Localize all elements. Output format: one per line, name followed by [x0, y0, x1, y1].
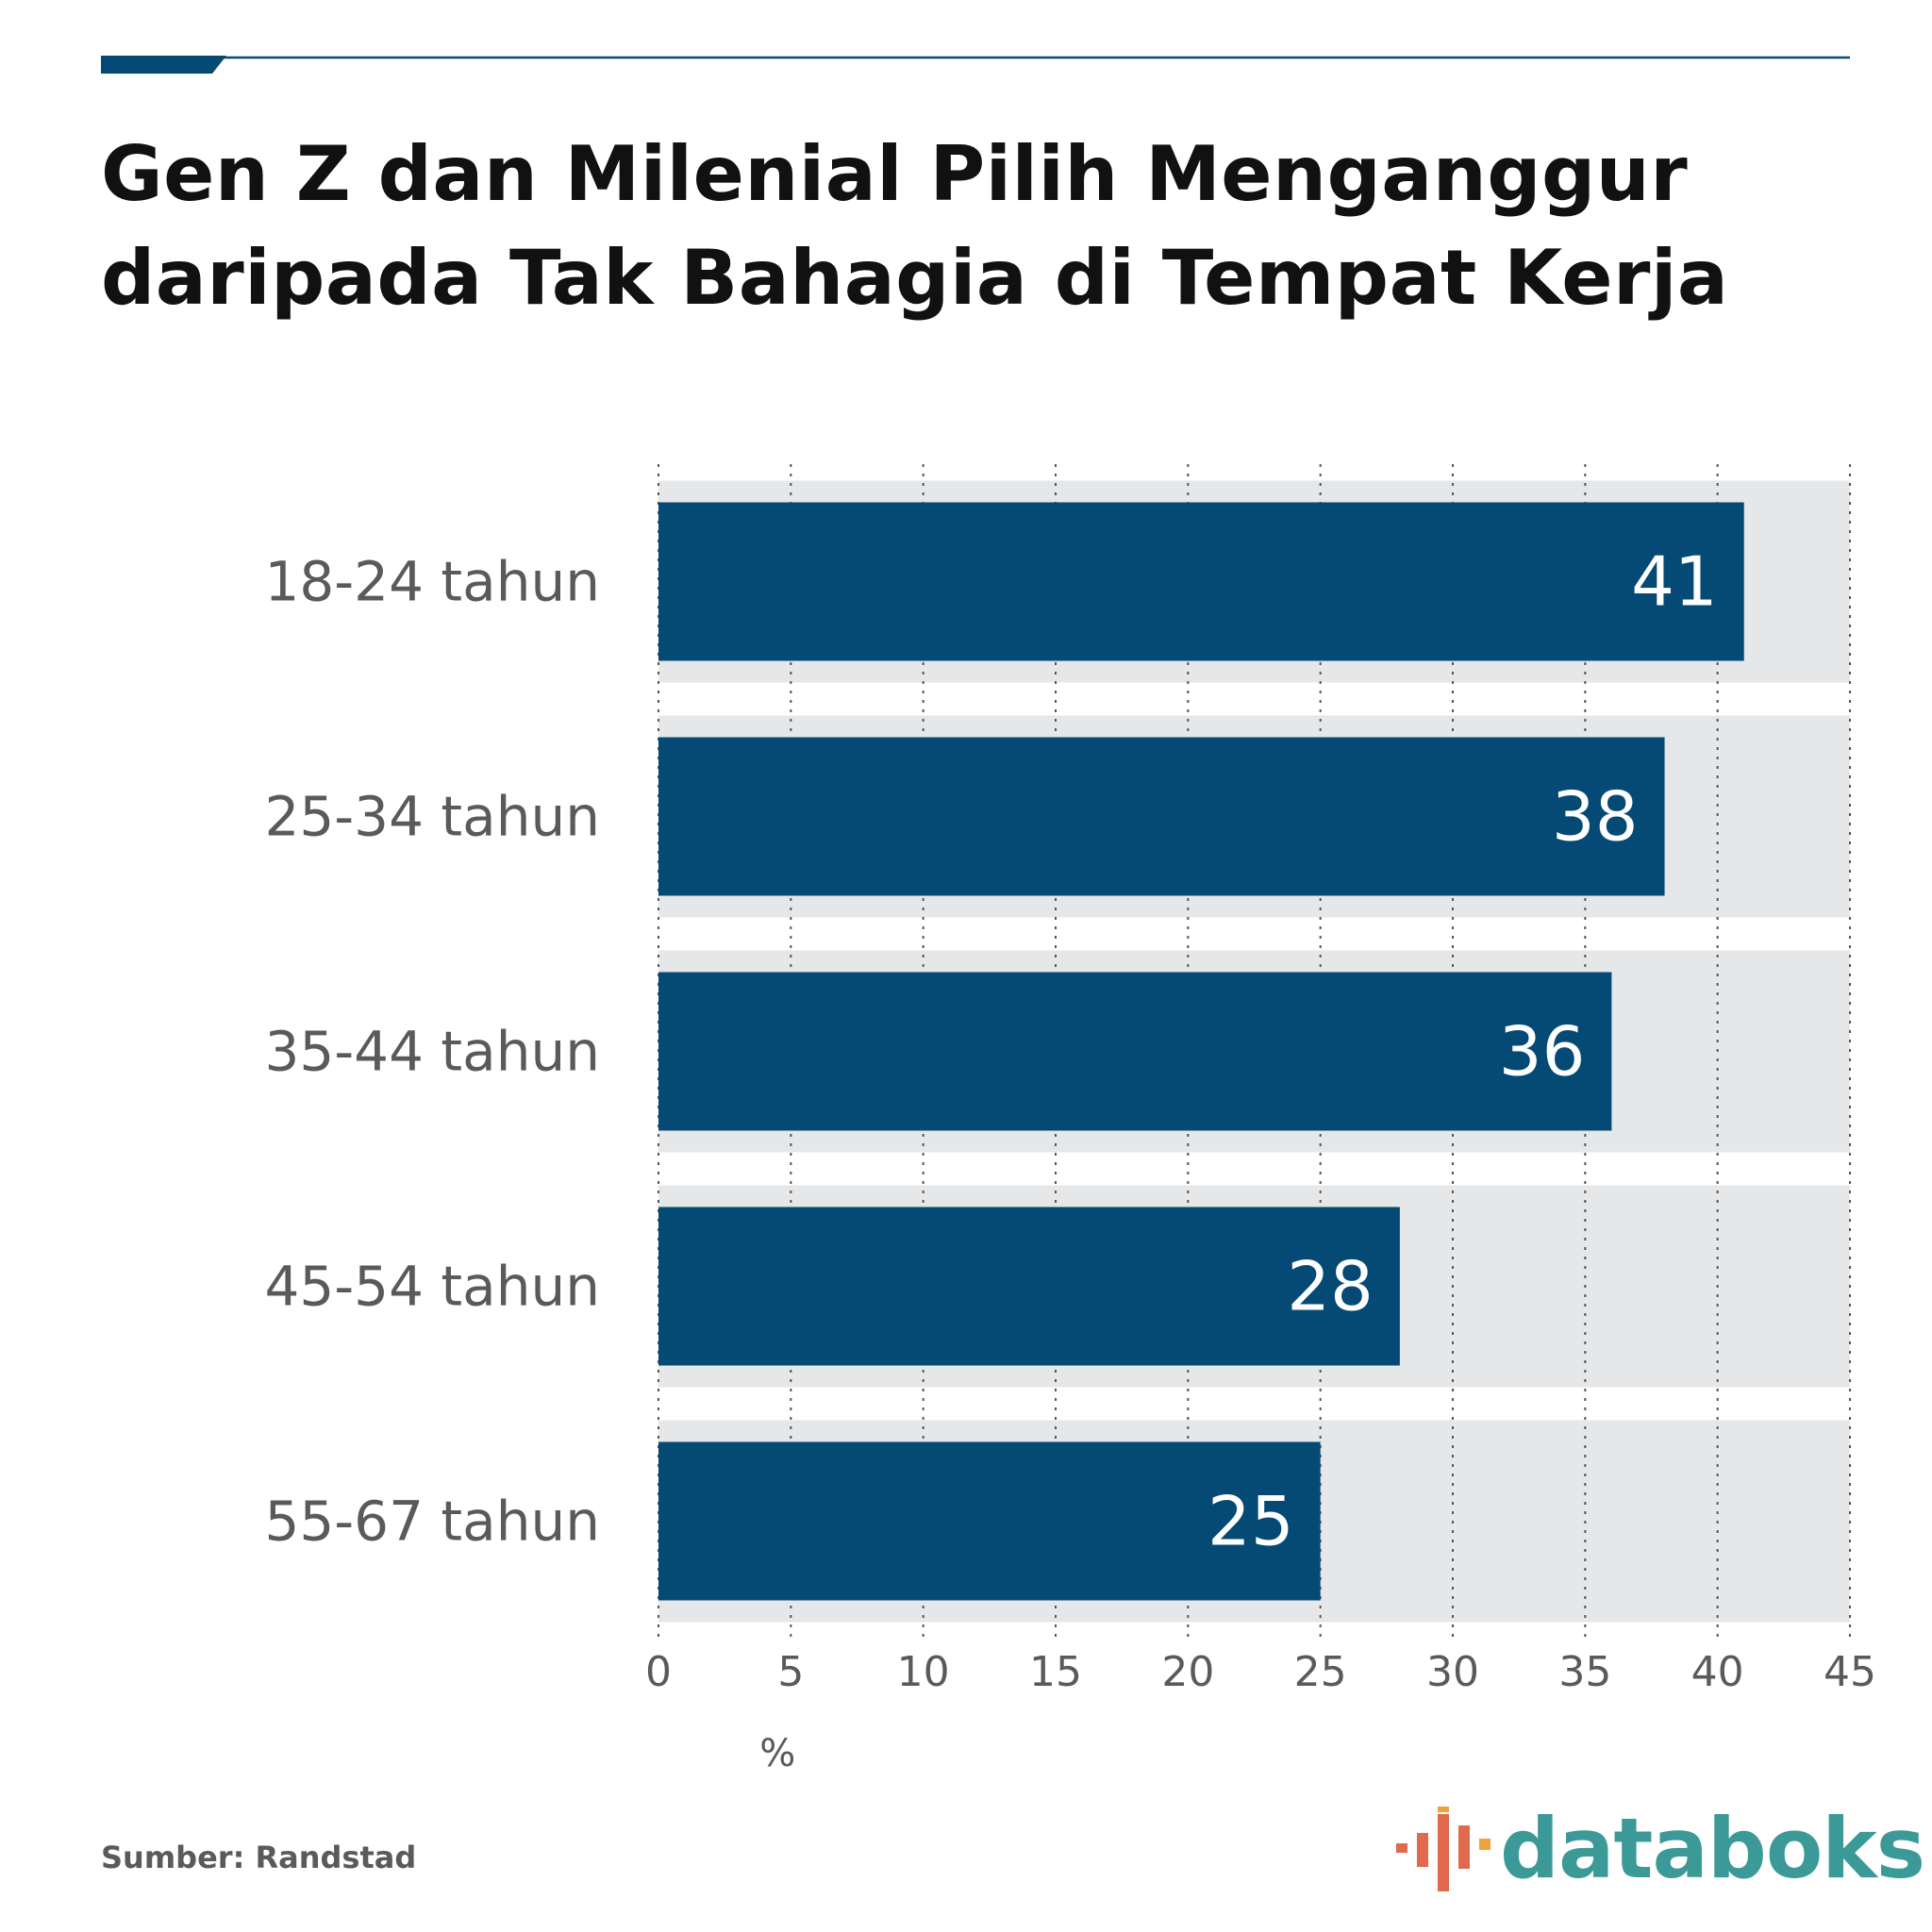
data-label: 36: [1499, 1012, 1586, 1091]
category-label: 18-24 tahun: [264, 550, 600, 614]
chart-title-line-2: daripada Tak Bahagia di Tempat Kerja: [101, 234, 1729, 322]
data-label: 25: [1208, 1482, 1294, 1561]
category-label: 25-34 tahun: [264, 785, 600, 849]
x-tick-label: 0: [645, 1648, 672, 1696]
top-accent-rule: [101, 56, 1850, 74]
x-tick-label: 40: [1691, 1648, 1744, 1696]
category-label: 35-44 tahun: [264, 1020, 600, 1084]
source-note: Sumber: Randstad: [101, 1840, 417, 1875]
x-tick-label: 15: [1029, 1648, 1082, 1696]
x-tick-label: 35: [1558, 1648, 1611, 1696]
chart-title-line-1: Gen Z dan Milenial Pilih Menganggur: [101, 130, 1689, 218]
bar: [658, 502, 1744, 661]
bar: [658, 737, 1665, 896]
x-tick-label: 20: [1161, 1648, 1214, 1696]
x-tick-label: 30: [1426, 1648, 1479, 1696]
x-tick-label: 25: [1294, 1648, 1347, 1696]
x-tick-label: 10: [897, 1648, 950, 1696]
category-label: 55-67 tahun: [264, 1490, 600, 1554]
brand-name: databoks: [1500, 1800, 1925, 1897]
data-label: 41: [1631, 542, 1718, 622]
bar: [658, 972, 1612, 1131]
bar: [658, 1207, 1400, 1366]
data-label: 38: [1552, 777, 1639, 857]
bar: [658, 1441, 1321, 1601]
x-tick-label: 45: [1824, 1648, 1876, 1696]
x-tick-label: 5: [777, 1648, 804, 1696]
x-axis-label: %: [759, 1732, 795, 1775]
category-label: 45-54 tahun: [264, 1255, 600, 1319]
chart-title: Gen Z dan Milenial Pilih Menganggur dari…: [101, 123, 1874, 330]
databoks-bars-icon: [1396, 1807, 1491, 1891]
data-label: 28: [1287, 1247, 1374, 1326]
databoks-logo: databoks: [1394, 1797, 1925, 1910]
